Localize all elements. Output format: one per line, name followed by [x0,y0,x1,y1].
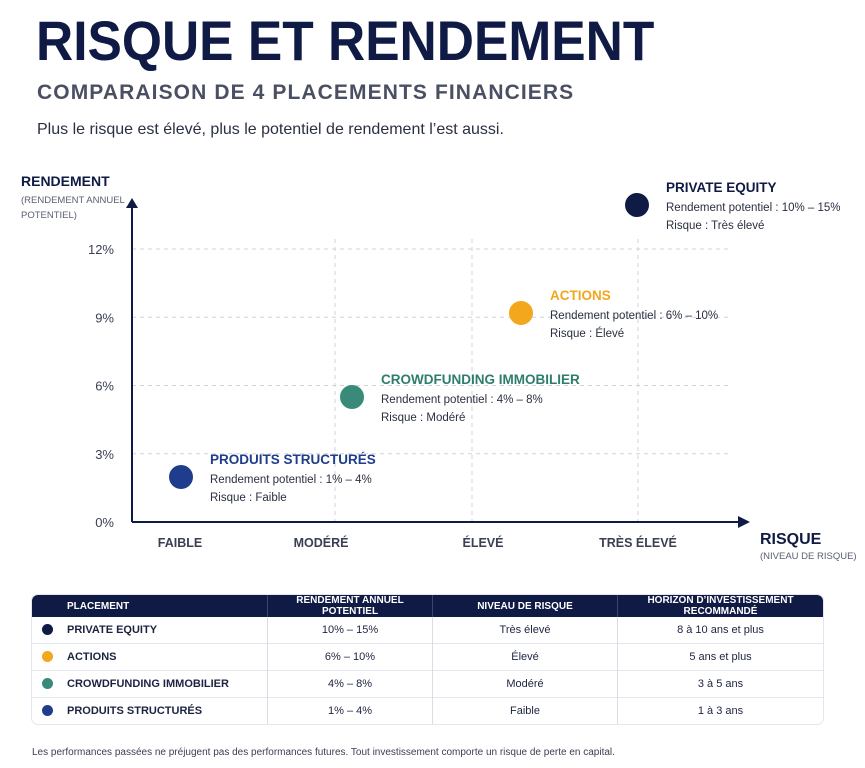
point-label-name: CROWDFUNDING IMMOBILIER [381,372,580,387]
table-row: PRODUITS STRUCTURÉS 1% – 4% Faible 1 à 3… [32,697,823,724]
row-name-cell: PRIVATE EQUITY [32,617,268,644]
y-tick-label: 9% [95,310,114,325]
table-row: ACTIONS 6% – 10% Élevé 5 ans et plus [32,643,823,671]
row-rendement: 6% – 10% [267,643,433,671]
point-produits-structur-s [169,465,193,489]
row-name-cell: CROWDFUNDING IMMOBILIER [32,670,268,698]
x-axis-subtitle: (NIVEAU DE RISQUE) [760,551,857,562]
row-horizon: 3 à 5 ans [617,670,823,698]
row-color-dot [42,651,53,662]
point-private-equity [625,193,649,217]
row-risque: Élevé [432,643,618,671]
row-color-dot [42,624,53,635]
point-label-risque: Risque : Modéré [381,412,465,424]
point-actions [509,301,533,325]
x-tick-label: FAIBLE [158,536,202,550]
x-tick-label: ÉLEVÉ [463,535,504,550]
row-name: CROWDFUNDING IMMOBILIER [67,678,229,690]
y-axis-subtitle: POTENTIEL) [21,210,77,221]
header-horizon: HORIZON D’INVESTISSEMENT RECOMMANDÉ [617,595,823,617]
point-label-rendement: Rendement potentiel : 10% – 15% [666,202,841,214]
x-axis-title: RISQUE [760,531,822,548]
point-crowdfunding-immobilier [340,385,364,409]
header-placement: PLACEMENT [32,595,268,617]
intro-text: Plus le risque est élevé, plus le potent… [37,121,504,138]
row-rendement: 4% – 8% [267,670,433,698]
point-label-risque: Risque : Élevé [550,327,624,340]
point-label-rendement: Rendement potentiel : 6% – 10% [550,310,718,322]
row-rendement: 1% – 4% [267,697,433,724]
row-name: PRIVATE EQUITY [67,624,158,636]
row-color-dot [42,705,53,716]
page-title: RISQUE ET RENDEMENT [36,9,655,72]
point-label-risque: Risque : Faible [210,492,287,504]
header-risque: NIVEAU DE RISQUE [432,595,618,617]
row-risque: Très élevé [432,617,618,644]
row-risque: Faible [432,697,618,724]
row-name-cell: ACTIONS [32,643,268,671]
x-tick-label: MODÉRÉ [294,535,349,550]
row-horizon: 8 à 10 ans et plus [617,617,823,644]
y-tick-label: 0% [95,515,114,530]
table-row: CROWDFUNDING IMMOBILIER 4% – 8% Modéré 3… [32,670,823,698]
y-axis-arrow [126,198,138,208]
point-label-name: PRIVATE EQUITY [666,180,777,195]
row-color-dot [42,678,53,689]
comparison-table: PLACEMENT RENDEMENT ANNUEL POTENTIEL NIV… [31,594,824,725]
row-horizon: 5 ans et plus [617,643,823,671]
row-name: PRODUITS STRUCTURÉS [67,705,203,717]
row-rendement: 10% – 15% [267,617,433,644]
x-tick-label: TRÈS ÉLEVÉ [599,535,677,550]
table-header-row: PLACEMENT RENDEMENT ANNUEL POTENTIEL NIV… [32,595,823,617]
row-horizon: 1 à 3 ans [617,697,823,724]
page-subtitle: COMPARAISON DE 4 PLACEMENTS FINANCIERS [37,81,575,104]
row-name-cell: PRODUITS STRUCTURÉS [32,697,268,724]
disclaimer: Les performances passées ne préjugent pa… [32,747,615,758]
x-axis-arrow [738,516,750,528]
point-label-name: PRODUITS STRUCTURÉS [210,452,376,467]
row-risque: Modéré [432,670,618,698]
y-axis-subtitle: (RENDEMENT ANNUEL [21,195,125,206]
risk-return-chart: 0% 3% 6% 9% 12% FAIBLE MODÉRÉ ÉLEVÉ TRÈS ÉLEVÉ RE… [21,173,857,562]
point-label-rendement: Rendement potentiel : 1% – 4% [210,474,372,486]
y-tick-label: 6% [95,379,114,394]
point-label-name: ACTIONS [550,288,611,303]
point-label-risque: Risque : Très élevé [666,220,764,232]
y-axis-title: RENDEMENT [21,173,110,189]
row-name: ACTIONS [67,651,117,663]
table-row: PRIVATE EQUITY 10% – 15% Très élevé 8 à … [32,617,823,644]
y-tick-label: 12% [88,242,114,257]
point-label-rendement: Rendement potentiel : 4% – 8% [381,394,543,406]
y-tick-label: 3% [95,447,114,462]
header-rendement: RENDEMENT ANNUEL POTENTIEL [267,595,433,617]
